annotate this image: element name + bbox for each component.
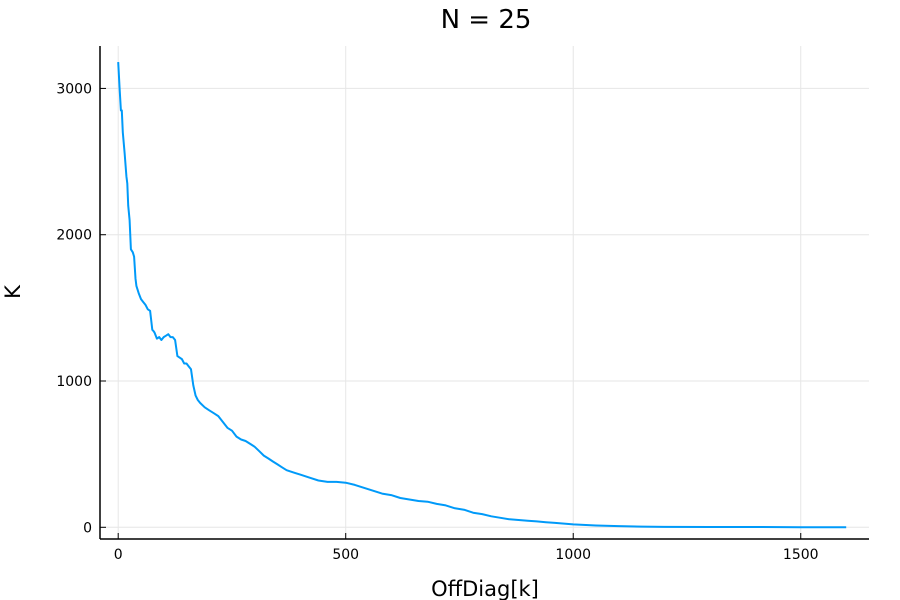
x-tick-label: 1500 — [783, 547, 819, 563]
series-layer — [117, 62, 847, 529]
x-axis-ticks: 0 500 1000 1500 — [114, 533, 819, 563]
chart-title: N = 25 — [441, 5, 532, 35]
x-tick-label: 0 — [114, 547, 123, 563]
y-axis-ticks: 0 1000 2000 3000 — [56, 81, 106, 536]
axes — [99, 46, 869, 540]
y-tick-label: 2000 — [56, 228, 92, 244]
y-tick-label: 1000 — [56, 374, 92, 390]
grid-lines — [100, 46, 869, 539]
x-tick-label: 1000 — [555, 547, 591, 563]
y-tick-label: 3000 — [56, 81, 92, 97]
series-line — [117, 62, 847, 529]
x-axis-label: OffDiag[k] — [431, 577, 539, 600]
y-axis-label: K — [1, 284, 25, 299]
y-tick-label: 0 — [83, 520, 92, 536]
x-tick-label: 500 — [332, 547, 359, 563]
